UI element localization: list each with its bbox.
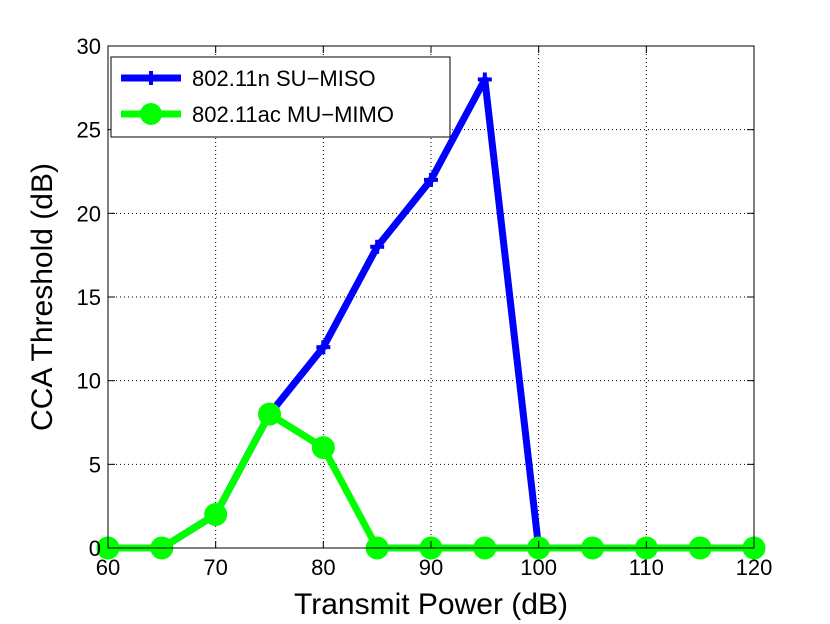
- y-tick-label: 0: [89, 536, 101, 561]
- data-point: [424, 172, 438, 187]
- x-tick-label: 110: [629, 555, 664, 580]
- x-tick-label: 90: [419, 555, 443, 580]
- y-axis-title: CCA Threshold (dB): [26, 163, 59, 431]
- y-tick-label: 15: [77, 285, 101, 310]
- x-tick-label: 60: [96, 555, 120, 580]
- legend-box: [110, 56, 451, 138]
- data-point: [370, 239, 385, 254]
- y-tick-label: 10: [77, 369, 101, 394]
- legend-label: 802.11ac MU−MIMO: [192, 102, 394, 127]
- x-tick-label: 80: [311, 555, 335, 580]
- x-tick-label: 120: [736, 555, 773, 580]
- legend-label: 802.11n SU−MISO: [192, 66, 376, 91]
- axis-ticks: 60 70 80 90 100 110 120 0 5 10 15 20 25 30: [77, 34, 773, 580]
- y-tick-label: 30: [77, 34, 101, 59]
- y-tick-label: 20: [77, 201, 101, 226]
- data-point: [316, 340, 331, 355]
- legend-swatch-marker: [140, 103, 162, 125]
- legend-item-1: 802.11n SU−MISO: [121, 66, 376, 91]
- data-point: [477, 72, 492, 87]
- y-tick-label: 25: [77, 118, 101, 143]
- data-point: [311, 436, 335, 460]
- y-tick-label: 5: [89, 452, 101, 477]
- legend: 802.11n SU−MISO 802.11ac MU−MIMO: [110, 56, 451, 138]
- legend-item-2: 802.11ac MU−MIMO: [121, 102, 394, 127]
- x-axis-title: Transmit Power (dB): [294, 588, 568, 621]
- x-tick-label: 70: [203, 555, 227, 580]
- legend-swatch-marker: [144, 71, 158, 85]
- x-tick-label: 100: [520, 555, 557, 580]
- data-point: [204, 503, 228, 527]
- data-point: [258, 402, 281, 426]
